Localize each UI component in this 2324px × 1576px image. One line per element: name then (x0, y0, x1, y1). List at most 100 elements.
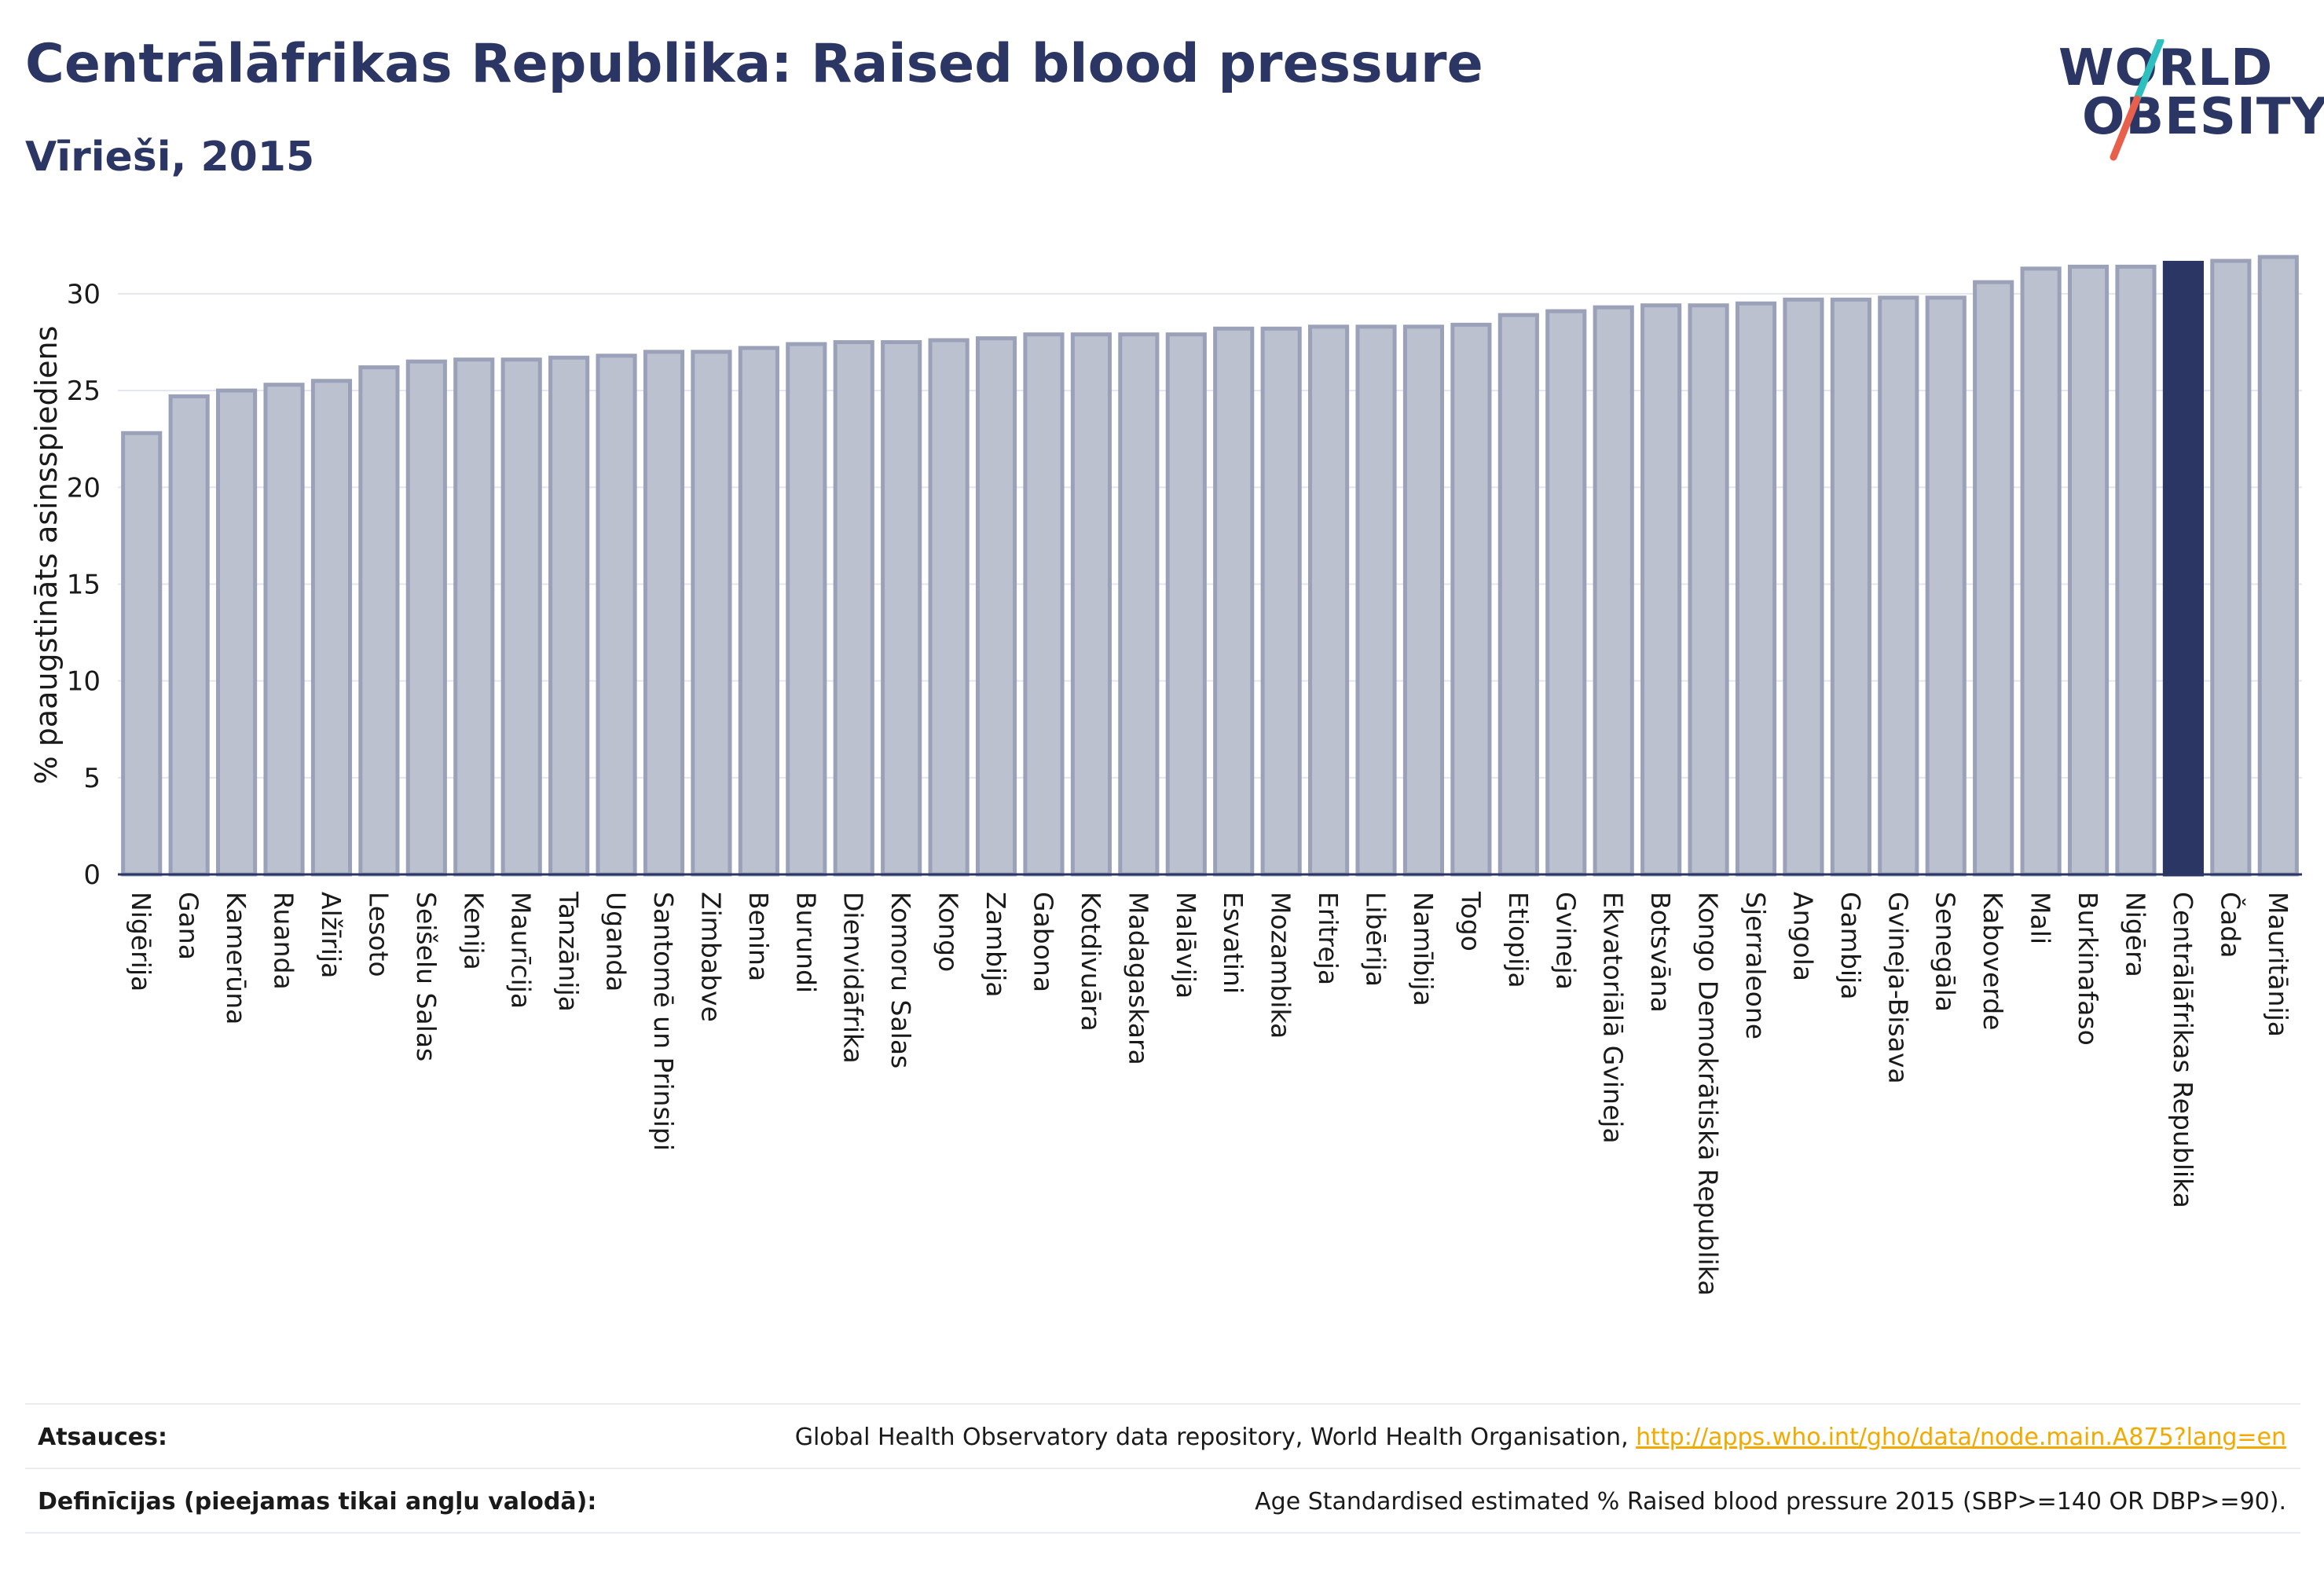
logo-line1: WORLD (2058, 39, 2274, 97)
bar (1260, 326, 1302, 877)
x-tick-label: Burundi (790, 892, 821, 993)
x-tick-label: Dienvidāfrika (838, 892, 869, 1064)
x-tick-label: Nigērija (126, 892, 156, 991)
x-tick-label: Nigēra (2120, 892, 2150, 977)
x-tick-label: Komoru Salas (885, 892, 916, 1068)
x-tick-label: Mozambika (1266, 892, 1296, 1039)
footer-rule-bottom (25, 1532, 2300, 1534)
bar (1213, 326, 1255, 877)
y-tick-label: 20 (67, 472, 101, 504)
x-tick-label: Čada (2215, 892, 2246, 958)
x-tick-label: Etiopija (1503, 892, 1534, 988)
x-tick-label: Libērija (1361, 892, 1391, 987)
footer: Atsauces: Global Health Observatory data… (25, 1403, 2300, 1537)
x-tick-label: Malāvija (1171, 892, 1201, 999)
bar (168, 394, 210, 877)
bar (2210, 258, 2252, 877)
sources-label: Atsauces: (38, 1424, 167, 1451)
x-tick-label: Kenija (458, 892, 489, 970)
x-tick-label: Ekvatoriālā Gvineja (1598, 892, 1629, 1144)
x-tick-label: Angola (1787, 892, 1818, 981)
bar (928, 338, 970, 877)
x-tick-label: Senegāla (1930, 892, 1961, 1012)
x-tick-label: Mali (2025, 892, 2056, 944)
bar (2257, 255, 2299, 877)
x-tick-label: Botsvāna (1645, 892, 1676, 1013)
bar (216, 388, 258, 877)
x-tick-label: Kongo Demokrātiskā Republika (1693, 892, 1724, 1296)
bar (1593, 305, 1634, 877)
sources-value: Global Health Observatory data repositor… (795, 1424, 2286, 1451)
y-tick-label: 15 (67, 569, 101, 600)
x-tick-label: Alžīrija (316, 892, 346, 978)
bar (500, 357, 542, 877)
bar (121, 431, 163, 877)
x-tick-label: Burkinafaso (2073, 892, 2103, 1046)
x-tick-label: Eritreja (1313, 892, 1343, 985)
bar-chart: 0 5 10 15 20 25 30% paaugstināts asinsspiedien… (29, 255, 2302, 1296)
bar (833, 340, 874, 877)
x-tick-label: Centrālāfrikas Republika (2168, 892, 2198, 1208)
bar (1402, 324, 1445, 877)
x-tick-label: Gana (174, 892, 204, 960)
logo-slash-icon (2110, 39, 2165, 161)
world-obesity-logo: WORLD OBESITY (2051, 39, 2324, 165)
bar (1450, 322, 1492, 877)
bar (2067, 264, 2110, 877)
bar (358, 365, 400, 877)
y-tick-label: 5 (83, 763, 101, 794)
y-tick-label: 10 (67, 666, 101, 698)
bar (453, 357, 495, 877)
x-tick-label: Kaboverde (1978, 892, 2008, 1031)
bar (1118, 332, 1160, 877)
sources-link[interactable]: http://apps.who.int/gho/data/node.main.A… (1636, 1424, 2286, 1451)
x-tick-label: Namībija (1408, 892, 1439, 1006)
y-tick-label: 30 (67, 279, 101, 310)
bar (2115, 264, 2157, 877)
bar (310, 379, 353, 877)
bar (1973, 280, 2014, 877)
bar (2162, 260, 2204, 877)
bar (548, 355, 590, 877)
y-tick-label: 0 (83, 859, 101, 891)
x-tick-label: Gvineja (1550, 892, 1581, 990)
bar (1830, 297, 1871, 877)
x-tick-label: Mauritānija (2263, 892, 2293, 1037)
bar (1545, 309, 1587, 877)
bar (1023, 332, 1065, 877)
bar (1165, 332, 1207, 877)
bar (691, 350, 732, 877)
bar (1925, 295, 1967, 877)
x-tick-label: Togo (1455, 891, 1486, 951)
x-tick-label: Madagaskara (1123, 892, 1153, 1065)
bar (1308, 324, 1350, 877)
x-tick-label: Santomē un Prinsipi (648, 892, 679, 1151)
x-tick-label: Ruanda (269, 892, 299, 990)
bar (738, 346, 779, 877)
x-tick-label: Benina (743, 892, 774, 981)
bar (1355, 324, 1397, 877)
x-tick-label: Maurīcija (506, 892, 537, 1009)
footer-rule-top (25, 1403, 2300, 1405)
bar (1640, 303, 1682, 877)
x-tick-label: Zambija (981, 892, 1011, 997)
bar (596, 354, 637, 877)
page-title: Centrālāfrikas Republika: Raised blood p… (25, 33, 1483, 95)
x-tick-label: Lesoto (363, 892, 394, 977)
x-tick-label: Esvatini (1218, 892, 1248, 994)
bar (1070, 332, 1112, 877)
x-tick-label: Gabona (1028, 892, 1058, 992)
y-tick-label: 25 (67, 376, 101, 407)
bar (1688, 303, 1729, 877)
y-axis-label: % paaugstināts asinsspiediens (29, 326, 64, 785)
bar (881, 340, 922, 877)
definitions-text: Age Standardised estimated % Raised bloo… (1255, 1488, 2286, 1516)
x-tick-label: Sjerraleone (1740, 892, 1771, 1039)
bar (975, 336, 1017, 877)
x-tick-label: Tanzānija (553, 891, 584, 1012)
bar (1735, 301, 1777, 877)
definitions-label: Definīcijas (pieejamas tikai angļu valod… (38, 1488, 597, 1516)
bar (1783, 297, 1824, 877)
x-tick-label: Kotdivuāra (1076, 892, 1106, 1032)
bar (2020, 266, 2062, 877)
